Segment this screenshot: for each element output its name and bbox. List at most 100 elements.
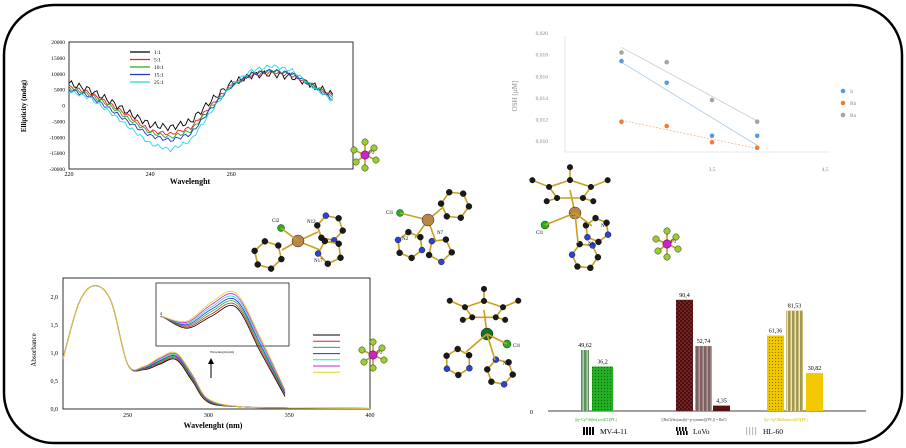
fluorine-atom [358, 346, 366, 354]
uv-inset-frame [155, 282, 290, 347]
cytotoxicity-bar-chart: 0 49,6236,290,452,744,3561,3681,5330,82 … [530, 293, 866, 436]
legend-dash-icon [755, 427, 757, 435]
up-arrow-icon [208, 358, 214, 364]
bar-legend-label: LoVo [693, 427, 710, 436]
carbon-atom [484, 366, 491, 373]
bar-texture [676, 299, 693, 411]
fluorine-atom [350, 146, 358, 154]
carbon-atom [278, 255, 285, 263]
osh-x-tick-label: 4,5 [822, 167, 829, 173]
fluorine-atom [380, 356, 388, 364]
carbon-atom [505, 359, 512, 366]
legend-check-icon [683, 431, 685, 435]
bar-value-label: 49,62 [578, 343, 592, 349]
bond [465, 333, 488, 353]
legend-dash-icon [746, 427, 748, 435]
carbon-atom [425, 251, 433, 259]
carbon-atom [481, 285, 488, 292]
atom-label: Cl1 [513, 344, 521, 349]
osh-y-tick-label: 0,020 [536, 31, 549, 37]
osh-series-group [619, 46, 760, 150]
uv-x-tick-label: 250 [123, 413, 132, 419]
bar-value-label: 52,74 [697, 339, 711, 345]
uv-inset-line [161, 293, 286, 391]
osh-legend-label: Ir [850, 89, 854, 95]
bar-texture [695, 346, 712, 411]
cd-series-line [68, 68, 333, 139]
carbon-atom [443, 352, 450, 359]
nitrogen-atom [584, 234, 591, 241]
cd-plot-frame [68, 41, 354, 170]
fluorine-atom [352, 158, 360, 166]
carbon-atom [492, 314, 499, 321]
fluorine-atom [674, 245, 682, 253]
nitrogen-atom [322, 212, 330, 219]
carbon-atom [321, 237, 329, 245]
osh-point [664, 80, 669, 86]
uv-inset-line [161, 295, 286, 392]
carbon-atom [457, 214, 464, 221]
bar-group: 49,62 36,2 90,4 52,74 4,35 61,36 81,53 30,82 [578, 293, 823, 411]
nitrogen-atom [443, 365, 451, 372]
bond [548, 179, 571, 188]
fluorine-atom [652, 235, 660, 243]
carbon-atom [587, 183, 594, 190]
carbon-atom [437, 200, 445, 207]
carbon-atom [465, 352, 473, 359]
bar [713, 405, 730, 411]
nitrogen-atom [568, 251, 576, 258]
carbon-atom [587, 264, 594, 272]
cd-y-tick-label: -10000 [49, 135, 65, 141]
uv-y-ticks: 0,0 0,5 1,0 1,5 2,0 [51, 295, 59, 413]
bond [574, 212, 593, 227]
carbon-atom [408, 254, 415, 262]
legend-stripe-icon [586, 427, 588, 435]
atom-label: Cl1 [386, 211, 394, 216]
bar-legend: MV-4-11 LoVo HL-60 [583, 427, 783, 436]
carbon-atom [446, 189, 453, 196]
bar-value-label: 4,35 [716, 399, 727, 405]
uv-x-axis-label: Wavelenght (nm) [184, 421, 243, 430]
osh-point [709, 97, 715, 103]
bar-category-label: [(η⁵-Cp*)Ir(bis(azo))Cl](PF₆) [575, 418, 618, 422]
uv-y-tick-label: 2,0 [51, 295, 59, 301]
uv-y-tick-label: 0,0 [51, 407, 59, 413]
uv-inset-line [161, 300, 286, 395]
osh-trendline [621, 61, 758, 146]
cd-y-tick-label: -5000 [52, 119, 65, 125]
atom-label: P1 [369, 151, 375, 156]
carbon-atom [417, 233, 424, 241]
carbon-atom [275, 242, 282, 249]
carbon-atom [529, 177, 536, 184]
fluorine-atom [361, 164, 369, 172]
nitrogen-atom [589, 242, 596, 249]
osh-point [619, 58, 624, 64]
carbon-atom [442, 236, 450, 243]
legend-check-icon [680, 431, 682, 435]
nitrogen-atom [500, 381, 508, 388]
carbon-atom [603, 219, 610, 226]
fluorine-atom [663, 227, 671, 235]
bar-texture [581, 350, 589, 411]
bond [590, 179, 608, 188]
nitrogen-atom [466, 365, 473, 372]
uv-inset-line [161, 290, 286, 390]
uv-inset-line [161, 298, 286, 394]
carbon-atom [405, 228, 412, 236]
fluorine-atom [654, 247, 662, 255]
osh-legend-marker [840, 100, 846, 106]
atom-label: N1 [588, 242, 595, 247]
cd-y-tick-label: 0 [62, 104, 65, 110]
cd-legend: 1:1 5:110:1 15:125:1 [130, 50, 164, 86]
cd-x-tick-label: 220 [65, 172, 74, 178]
cd-y-tick-label: -20000 [49, 167, 65, 173]
carbon-atom [335, 215, 342, 222]
uv-inset-line [161, 302, 286, 396]
bar-texture [592, 366, 613, 411]
carbon-atom [509, 371, 516, 378]
bar-texture [786, 310, 803, 411]
atom-label: N3 [503, 362, 510, 367]
carbon-atom [396, 249, 403, 257]
osh-y-axis-label: OSH [µM] [511, 81, 519, 112]
